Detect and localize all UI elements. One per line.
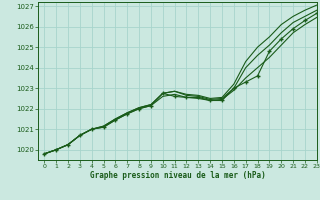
X-axis label: Graphe pression niveau de la mer (hPa): Graphe pression niveau de la mer (hPa) — [90, 171, 266, 180]
